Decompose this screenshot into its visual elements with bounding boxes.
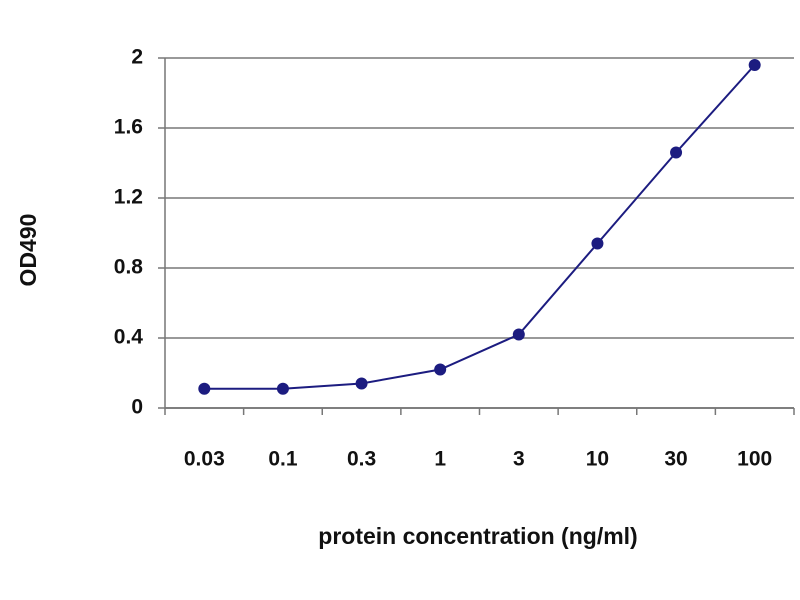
x-axis-label: protein concentration (ng/ml) — [318, 523, 637, 549]
data-line — [204, 64, 756, 390]
data-point — [434, 363, 447, 376]
x-tick-label: 3 — [513, 448, 525, 471]
y-tick-label: 1.6 — [114, 116, 143, 139]
y-tick-label: 0 — [131, 396, 143, 419]
x-tick-label: 100 — [737, 448, 772, 471]
y-tick-label: 2 — [131, 46, 143, 69]
x-tick-label: 0.1 — [268, 448, 298, 471]
data-point — [198, 382, 211, 395]
x-tick-label: 0.3 — [347, 448, 376, 471]
y-tick-label: 0.8 — [114, 256, 144, 279]
y-tick-label: 0.4 — [114, 326, 144, 349]
x-tick-label: 10 — [586, 448, 609, 471]
y-tick-label: 1.2 — [114, 186, 143, 209]
data-point — [276, 382, 289, 395]
x-tick-label: 1 — [434, 448, 446, 471]
data-point — [591, 237, 604, 250]
y-axis-label: OD490 — [15, 214, 41, 287]
x-tick-label: 30 — [664, 448, 687, 471]
x-tick-label: 0.03 — [184, 448, 225, 471]
data-point — [355, 377, 368, 390]
data-point — [670, 146, 683, 159]
data-point — [748, 59, 761, 71]
data-point — [512, 328, 525, 341]
